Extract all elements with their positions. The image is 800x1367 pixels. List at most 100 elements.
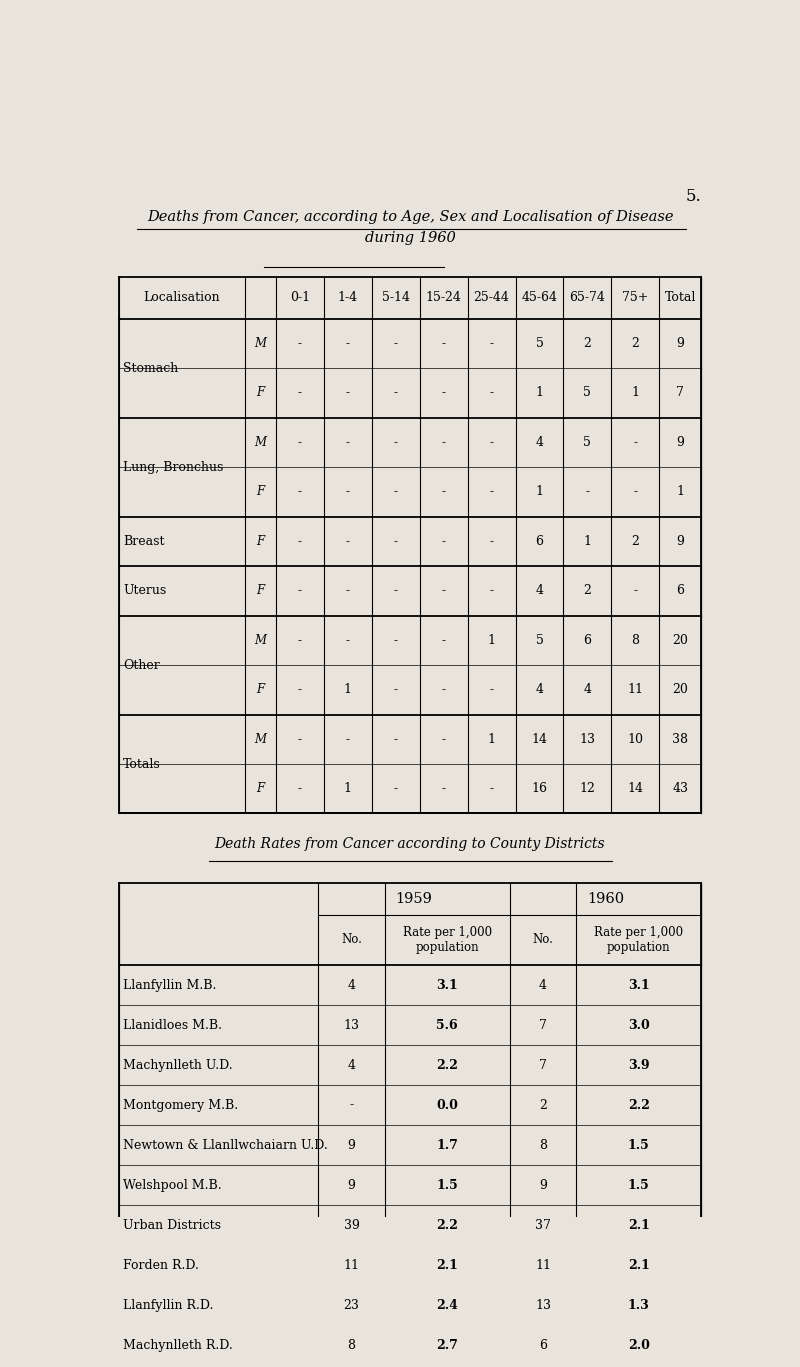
Text: 43: 43 bbox=[672, 782, 688, 796]
Text: 6: 6 bbox=[583, 634, 591, 647]
Text: -: - bbox=[394, 338, 398, 350]
Text: -: - bbox=[394, 634, 398, 647]
Text: 1: 1 bbox=[535, 387, 543, 399]
Text: 7: 7 bbox=[677, 387, 684, 399]
Text: M: M bbox=[254, 436, 266, 448]
Text: F: F bbox=[256, 534, 265, 548]
Text: -: - bbox=[298, 684, 302, 696]
Text: 2.4: 2.4 bbox=[436, 1299, 458, 1311]
Text: -: - bbox=[490, 485, 494, 499]
Text: -: - bbox=[394, 684, 398, 696]
Text: 1.7: 1.7 bbox=[436, 1139, 458, 1151]
Text: Machynlleth R.D.: Machynlleth R.D. bbox=[123, 1338, 233, 1352]
Text: 5.: 5. bbox=[686, 189, 702, 205]
Text: 7: 7 bbox=[539, 1058, 547, 1072]
Text: 7: 7 bbox=[539, 1018, 547, 1032]
Text: -: - bbox=[298, 338, 302, 350]
Text: F: F bbox=[256, 684, 265, 696]
Text: 2: 2 bbox=[583, 584, 591, 597]
Text: Llanfyllin R.D.: Llanfyllin R.D. bbox=[123, 1299, 214, 1311]
Text: 9: 9 bbox=[347, 1139, 355, 1151]
Text: Urban Districts: Urban Districts bbox=[123, 1218, 221, 1232]
Text: -: - bbox=[298, 485, 302, 499]
Text: Rate per 1,000
population: Rate per 1,000 population bbox=[594, 925, 683, 954]
Text: -: - bbox=[394, 436, 398, 448]
Text: -: - bbox=[346, 338, 350, 350]
Text: 16: 16 bbox=[531, 782, 547, 796]
Text: 23: 23 bbox=[343, 1299, 359, 1311]
Text: -: - bbox=[586, 485, 590, 499]
Text: 4: 4 bbox=[535, 584, 543, 597]
Text: No.: No. bbox=[533, 934, 554, 946]
Text: F: F bbox=[256, 782, 265, 796]
Text: Llanidloes M.B.: Llanidloes M.B. bbox=[123, 1018, 222, 1032]
Text: 13: 13 bbox=[579, 733, 595, 746]
Text: 38: 38 bbox=[672, 733, 688, 746]
Text: -: - bbox=[490, 534, 494, 548]
Text: 2.2: 2.2 bbox=[628, 1099, 650, 1111]
Text: -: - bbox=[350, 1099, 354, 1111]
Text: 20: 20 bbox=[673, 684, 688, 696]
Text: -: - bbox=[298, 387, 302, 399]
Text: 2: 2 bbox=[631, 338, 639, 350]
Text: Death Rates from Cancer according to County Districts: Death Rates from Cancer according to Cou… bbox=[214, 837, 606, 850]
Text: 6: 6 bbox=[535, 534, 543, 548]
Text: -: - bbox=[298, 436, 302, 448]
Text: No.: No. bbox=[341, 934, 362, 946]
Text: 12: 12 bbox=[579, 782, 595, 796]
Text: -: - bbox=[298, 634, 302, 647]
Text: 10: 10 bbox=[627, 733, 643, 746]
Text: -: - bbox=[490, 684, 494, 696]
Text: 3.9: 3.9 bbox=[628, 1058, 650, 1072]
Text: 8: 8 bbox=[347, 1338, 355, 1352]
Text: M: M bbox=[254, 733, 266, 746]
Text: -: - bbox=[346, 436, 350, 448]
Text: 1: 1 bbox=[535, 485, 543, 499]
Text: 5: 5 bbox=[535, 634, 543, 647]
Text: 1960: 1960 bbox=[587, 891, 624, 906]
Text: Welshpool M.B.: Welshpool M.B. bbox=[123, 1178, 222, 1192]
Text: -: - bbox=[490, 584, 494, 597]
Text: 11: 11 bbox=[343, 1259, 359, 1271]
Text: 15-24: 15-24 bbox=[426, 291, 462, 305]
Text: 2.2: 2.2 bbox=[436, 1218, 458, 1232]
Text: 1: 1 bbox=[676, 485, 684, 499]
Text: 1: 1 bbox=[631, 387, 639, 399]
Text: Stomach: Stomach bbox=[123, 362, 178, 375]
Text: Uterus: Uterus bbox=[123, 584, 166, 597]
Text: 2.2: 2.2 bbox=[436, 1058, 458, 1072]
Text: -: - bbox=[442, 534, 446, 548]
Text: -: - bbox=[442, 387, 446, 399]
Text: 4: 4 bbox=[535, 684, 543, 696]
Text: 4: 4 bbox=[347, 979, 355, 991]
Text: 1: 1 bbox=[487, 634, 495, 647]
Text: 4: 4 bbox=[347, 1058, 355, 1072]
Text: 4: 4 bbox=[539, 979, 547, 991]
Text: 9: 9 bbox=[347, 1178, 355, 1192]
Text: 3.1: 3.1 bbox=[436, 979, 458, 991]
Text: -: - bbox=[442, 684, 446, 696]
Text: -: - bbox=[634, 436, 638, 448]
Text: -: - bbox=[394, 733, 398, 746]
Text: M: M bbox=[254, 634, 266, 647]
Text: 37: 37 bbox=[535, 1218, 551, 1232]
Text: 3.0: 3.0 bbox=[628, 1018, 650, 1032]
Text: -: - bbox=[634, 485, 638, 499]
Text: -: - bbox=[298, 782, 302, 796]
Text: 45-64: 45-64 bbox=[522, 291, 558, 305]
Text: -: - bbox=[346, 485, 350, 499]
Text: 2: 2 bbox=[631, 534, 639, 548]
Text: 6: 6 bbox=[676, 584, 684, 597]
Text: 13: 13 bbox=[535, 1299, 551, 1311]
Text: -: - bbox=[346, 387, 350, 399]
Text: 2.0: 2.0 bbox=[628, 1338, 650, 1352]
Text: 5-14: 5-14 bbox=[382, 291, 410, 305]
Text: 5: 5 bbox=[583, 436, 591, 448]
Text: M: M bbox=[254, 338, 266, 350]
Text: 1: 1 bbox=[487, 733, 495, 746]
Text: -: - bbox=[346, 584, 350, 597]
Text: Deaths from Cancer, according to Age, Sex and Localisation of Disease: Deaths from Cancer, according to Age, Se… bbox=[146, 211, 674, 224]
Text: 1.3: 1.3 bbox=[628, 1299, 650, 1311]
Text: 2.1: 2.1 bbox=[628, 1259, 650, 1271]
Text: 1: 1 bbox=[583, 534, 591, 548]
